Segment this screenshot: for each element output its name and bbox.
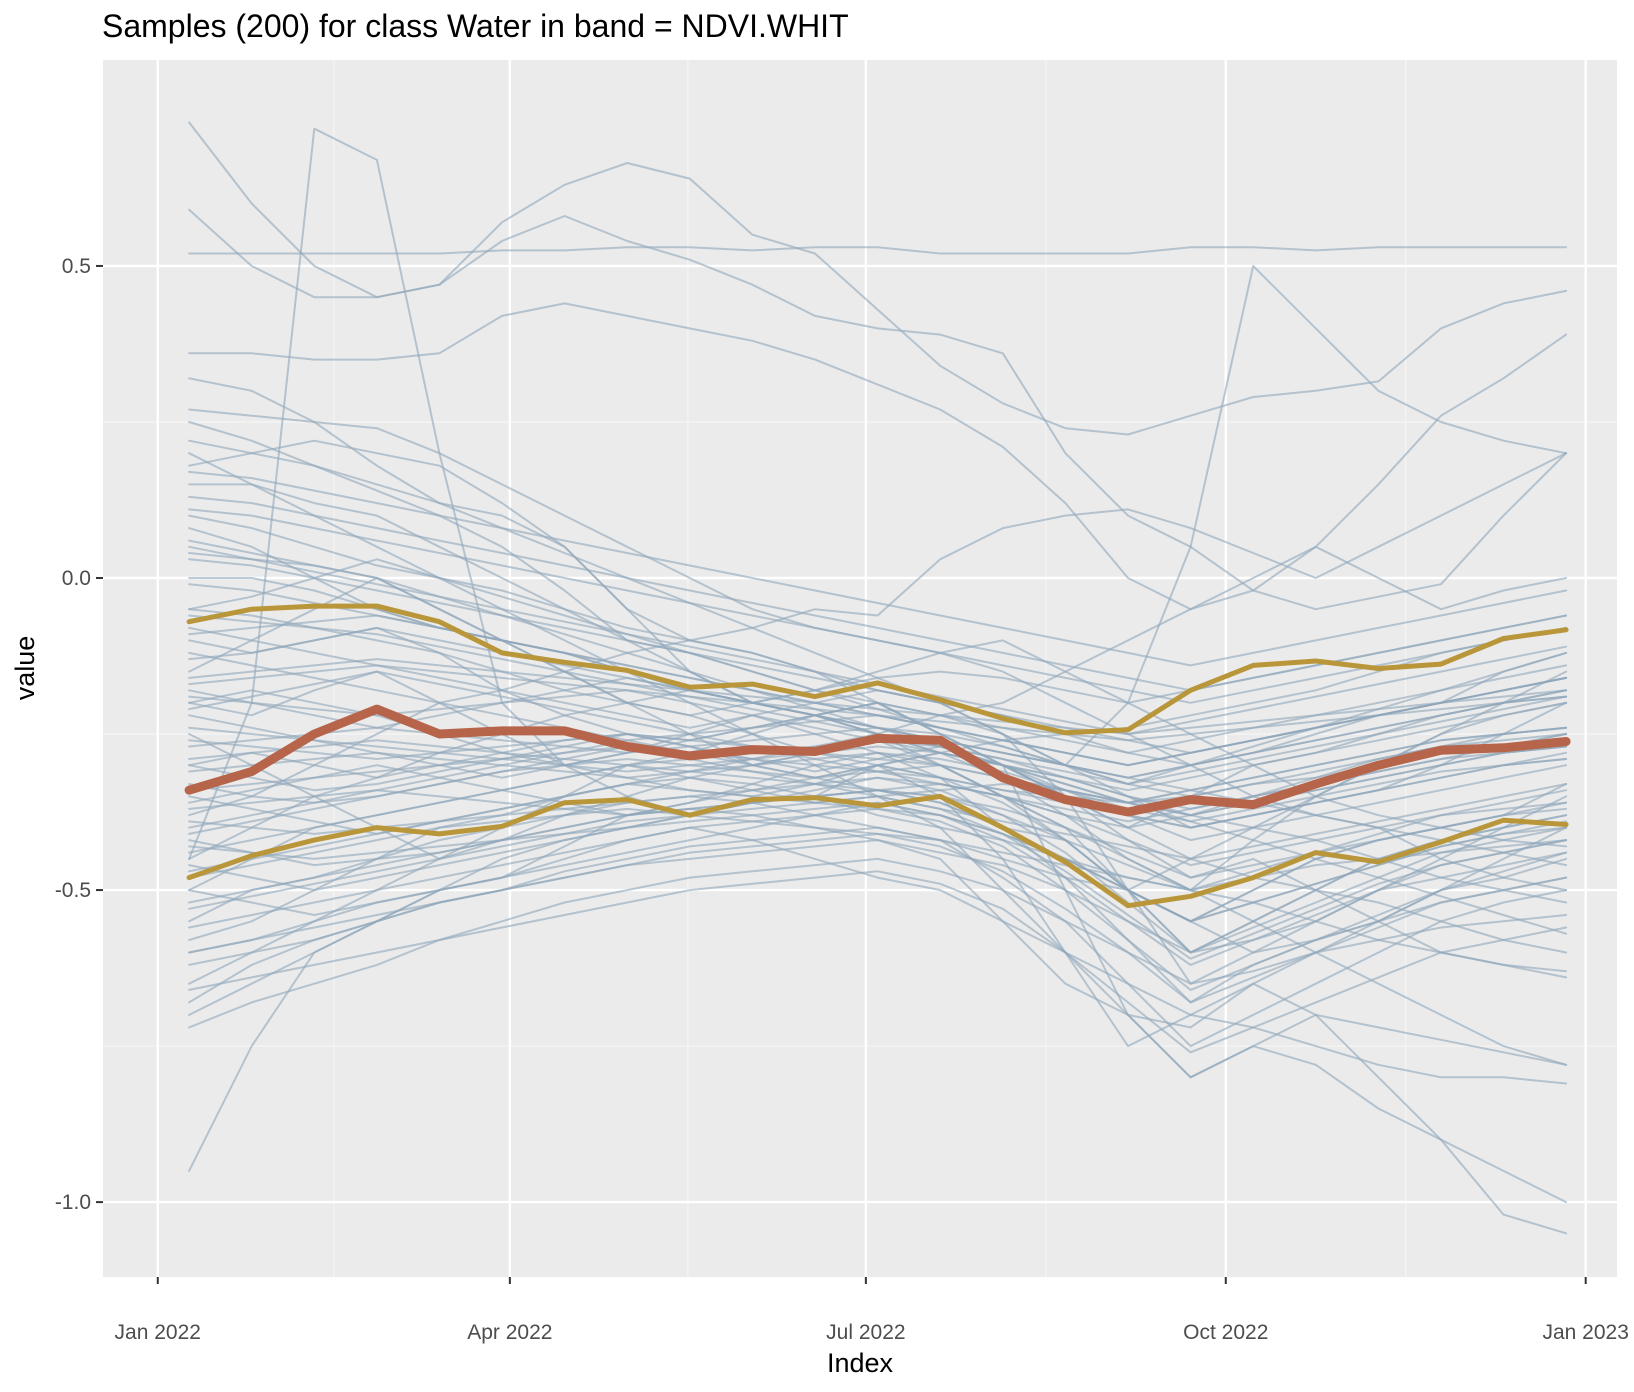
sample-line — [188, 745, 1568, 829]
x-tick-label: Jan 2023 — [1542, 1321, 1628, 1344]
y-tick-label: -0.5 — [55, 879, 91, 902]
sample-line — [188, 764, 1568, 954]
sample-line — [188, 470, 1568, 667]
x-tick-label: Jul 2022 — [826, 1321, 905, 1344]
grid-minor — [103, 60, 1617, 1277]
sample-line — [188, 751, 1568, 823]
x-tick-label: Oct 2022 — [1183, 1321, 1268, 1344]
sample-line — [188, 726, 1568, 804]
sample-line — [188, 626, 1568, 779]
sample-line — [188, 776, 1568, 973]
x-tick-label: Apr 2022 — [467, 1321, 552, 1344]
sample-line — [188, 246, 1568, 255]
sample-line — [188, 664, 1568, 779]
sample-line — [188, 776, 1568, 867]
sample-line — [188, 832, 1568, 1004]
grid-major — [103, 60, 1617, 1277]
chart-title: Samples (200) for class Water in band = … — [102, 8, 849, 44]
sample-line — [188, 439, 1568, 848]
x-tick-label: Jan 2022 — [115, 1321, 201, 1344]
y-axis: 0.5 0.0 -0.5 -1.0 — [55, 255, 103, 1214]
sample-line — [188, 377, 1568, 642]
y-tick-label: 0.0 — [62, 567, 91, 590]
y-tick-label: -1.0 — [55, 1191, 91, 1214]
sample-line — [188, 795, 1568, 960]
sample-line — [188, 870, 1568, 1054]
y-axis-title: value — [10, 636, 40, 701]
sample-line — [188, 508, 1568, 704]
median-line — [184, 704, 1571, 817]
sample-line — [188, 664, 1568, 742]
sample-line — [188, 801, 1568, 923]
x-axis: Jan 2022 Apr 2022 Jul 2022 Oct 2022 Jan 2023 — [115, 1277, 1629, 1344]
series-layer — [184, 121, 1571, 1235]
sample-line — [188, 857, 1568, 1029]
sample-line — [188, 789, 1568, 879]
sample-line — [188, 302, 1568, 611]
sample-line — [188, 726, 1568, 817]
x-axis-title: Index — [827, 1348, 894, 1378]
sample-line — [188, 558, 1568, 785]
quantile-line — [186, 793, 1569, 909]
y-tick-label: 0.5 — [62, 255, 91, 278]
sample-line — [188, 826, 1568, 1048]
sample-line — [188, 208, 1568, 611]
quantile-line — [186, 603, 1569, 736]
